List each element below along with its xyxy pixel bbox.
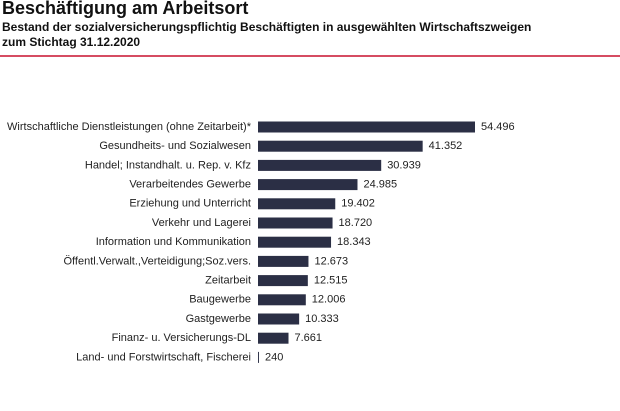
value-label: 12.006 [312, 294, 346, 306]
value-label: 12.515 [314, 275, 348, 287]
category-label: Handel; Instandhalt. u. Rep. v. Kfz [85, 159, 251, 171]
category-label: Finanz- u. Versicherungs-DL [112, 332, 251, 344]
value-label: 10.333 [305, 313, 339, 325]
category-label: Verkehr und Lagerei [152, 217, 251, 229]
chart-title: Beschäftigung am Arbeitsort [2, 0, 248, 18]
category-label: Information und Kommunikation [96, 236, 251, 248]
category-label: Öffentl.Verwalt.,Verteidigung;Soz.vers. [63, 255, 251, 267]
category-label: Baugewerbe [189, 294, 251, 306]
category-label: Zeitarbeit [205, 275, 251, 287]
category-label: Erziehung und Unterricht [129, 198, 251, 210]
category-label: Gastgewerbe [186, 313, 251, 325]
value-label: 240 [265, 351, 283, 363]
value-label: 12.673 [314, 255, 348, 267]
bar [258, 313, 300, 325]
value-label: 54.496 [481, 121, 515, 133]
bar [258, 179, 358, 191]
bar [258, 159, 382, 171]
value-label: 18.720 [339, 217, 373, 229]
bar [258, 294, 306, 306]
bar [258, 217, 333, 229]
value-label: 24.985 [363, 179, 397, 191]
bar [258, 198, 336, 210]
chart-subtitle: zum Stichtag 31.12.2020 [2, 35, 140, 49]
bar [258, 332, 289, 344]
category-label: Land- und Forstwirtschaft, Fischerei [76, 351, 251, 363]
bar [258, 121, 475, 133]
value-label: 19.402 [341, 198, 375, 210]
value-label: 7.661 [295, 332, 323, 344]
category-label: Wirtschaftliche Dienstleistungen (ohne Z… [7, 121, 252, 133]
chart-subtitle: Bestand der sozialversicherungspflichtig… [2, 20, 531, 34]
bar [258, 351, 259, 363]
bar [258, 275, 308, 287]
bar [258, 140, 423, 152]
bar [258, 255, 309, 267]
value-label: 18.343 [337, 236, 371, 248]
category-label: Gesundheits- und Sozialwesen [99, 140, 251, 152]
value-label: 41.352 [429, 140, 463, 152]
bar [258, 236, 332, 248]
category-label: Verarbeitendes Gewerbe [129, 179, 251, 191]
value-label: 30.939 [387, 159, 421, 171]
